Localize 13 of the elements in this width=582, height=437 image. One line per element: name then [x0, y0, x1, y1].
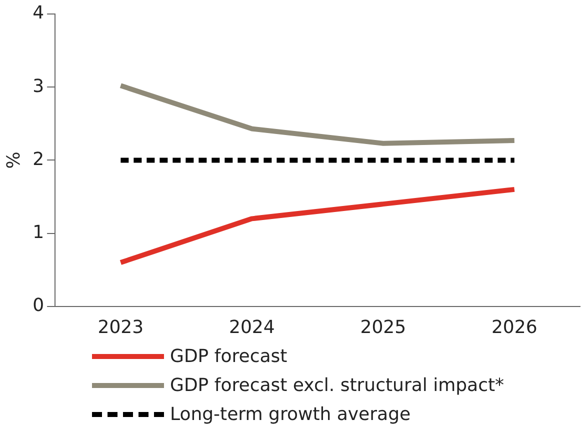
x-tick-label: 2026 — [491, 316, 538, 338]
legend-label: GDP forecast — [170, 346, 288, 367]
y-tick-label: 2 — [32, 148, 44, 170]
y-tick-label: 4 — [32, 2, 44, 24]
y-tick-label: 3 — [32, 76, 44, 97]
y-tick-label: 0 — [32, 295, 44, 316]
legend-label: GDP forecast excl. structural impact* — [170, 375, 504, 396]
y-tick-label: 1 — [32, 222, 44, 243]
x-tick-label: 2024 — [229, 316, 275, 338]
x-tick-label: 2023 — [98, 316, 144, 338]
x-tick-label: 2025 — [360, 316, 406, 338]
y-axis-title: % — [3, 152, 24, 169]
legend-label: Long-term growth average — [170, 404, 411, 425]
